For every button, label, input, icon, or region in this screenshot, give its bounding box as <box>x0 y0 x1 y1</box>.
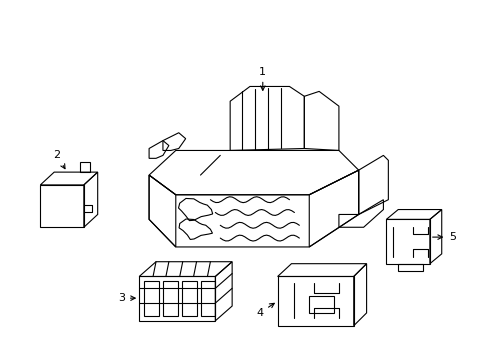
Text: 1: 1 <box>259 67 266 90</box>
Text: 4: 4 <box>256 303 274 318</box>
Text: 2: 2 <box>54 150 65 169</box>
Text: 3: 3 <box>118 293 135 303</box>
Text: 5: 5 <box>432 232 455 242</box>
